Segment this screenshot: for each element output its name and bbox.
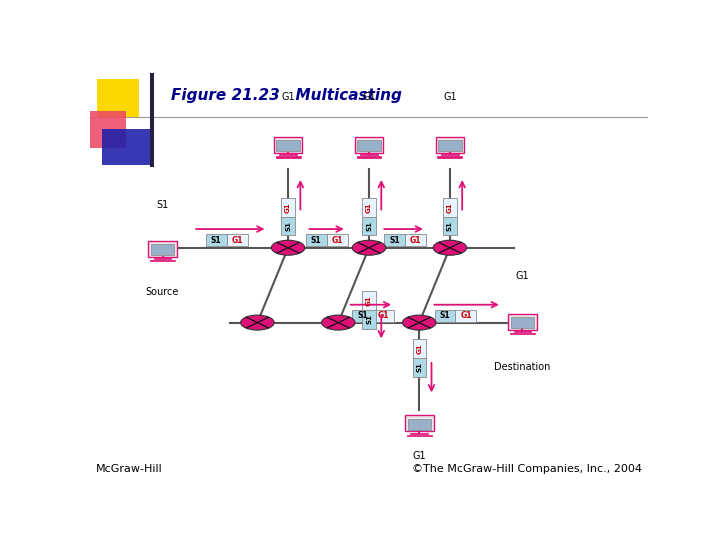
Text: ©The McGraw-Hill Companies, Inc., 2004: ©The McGraw-Hill Companies, Inc., 2004 xyxy=(413,464,642,474)
Text: S1: S1 xyxy=(447,221,453,231)
Bar xyxy=(227,234,248,246)
Ellipse shape xyxy=(322,315,355,330)
Text: G1: G1 xyxy=(285,202,291,213)
Ellipse shape xyxy=(402,315,436,330)
Bar xyxy=(408,418,431,430)
Text: G1: G1 xyxy=(366,202,372,213)
Bar xyxy=(405,415,433,431)
Ellipse shape xyxy=(271,240,305,255)
Text: S1: S1 xyxy=(357,312,368,320)
Bar xyxy=(407,435,432,436)
Bar xyxy=(355,137,383,153)
Bar xyxy=(435,310,456,322)
Bar xyxy=(441,154,459,156)
Bar xyxy=(373,310,394,322)
Bar xyxy=(510,333,535,334)
Text: G1: G1 xyxy=(231,236,243,245)
Text: G1: G1 xyxy=(377,312,389,320)
Bar xyxy=(96,79,138,117)
Text: Figure 21.23   Multicasting: Figure 21.23 Multicasting xyxy=(171,89,402,104)
Bar xyxy=(150,260,175,261)
Bar xyxy=(511,316,534,328)
Text: Destination: Destination xyxy=(494,362,551,372)
Text: S1: S1 xyxy=(440,312,450,320)
Bar xyxy=(274,137,302,153)
Ellipse shape xyxy=(240,315,274,330)
Bar xyxy=(444,217,456,235)
Text: G1: G1 xyxy=(282,92,295,102)
Bar xyxy=(306,234,327,246)
Text: G1: G1 xyxy=(416,343,422,354)
Bar xyxy=(282,217,294,235)
Bar xyxy=(327,234,348,246)
Bar xyxy=(151,244,174,255)
Bar xyxy=(279,154,297,156)
Text: G1: G1 xyxy=(362,92,376,102)
Bar xyxy=(352,310,373,322)
Bar xyxy=(438,156,462,158)
Text: G1: G1 xyxy=(410,236,421,245)
Text: G1: G1 xyxy=(447,202,453,213)
Text: G1: G1 xyxy=(331,236,343,245)
Bar xyxy=(413,358,426,377)
Text: G1: G1 xyxy=(413,451,426,462)
Bar xyxy=(456,310,477,322)
Bar xyxy=(362,198,376,217)
Text: S1: S1 xyxy=(211,236,222,245)
Bar xyxy=(508,314,536,329)
Bar xyxy=(206,234,227,246)
Bar xyxy=(282,198,294,217)
Bar xyxy=(150,73,154,167)
Ellipse shape xyxy=(433,240,467,255)
Bar xyxy=(357,140,381,151)
Bar xyxy=(362,310,376,329)
Bar xyxy=(90,111,126,148)
Bar xyxy=(362,217,376,235)
Text: S1: S1 xyxy=(366,314,372,325)
Text: Source: Source xyxy=(146,287,179,297)
Bar xyxy=(360,154,378,156)
Text: G1: G1 xyxy=(366,295,372,306)
Text: S1: S1 xyxy=(156,200,168,210)
Bar xyxy=(513,330,531,332)
Text: G1: G1 xyxy=(516,271,529,281)
Bar xyxy=(276,156,300,158)
Bar xyxy=(276,140,300,151)
Bar xyxy=(148,241,177,257)
Bar xyxy=(384,234,405,246)
Text: S1: S1 xyxy=(285,221,291,231)
Bar xyxy=(102,129,150,165)
Bar xyxy=(438,140,462,151)
Bar xyxy=(356,156,382,158)
Text: S1: S1 xyxy=(311,236,321,245)
Text: S1: S1 xyxy=(416,362,422,372)
Text: G1: G1 xyxy=(460,312,472,320)
Bar xyxy=(410,433,428,434)
Bar xyxy=(436,137,464,153)
Bar xyxy=(405,234,426,246)
Text: G1: G1 xyxy=(443,92,456,102)
Text: McGraw-Hill: McGraw-Hill xyxy=(96,464,162,474)
Bar xyxy=(413,339,426,358)
Bar xyxy=(153,258,171,259)
Bar xyxy=(362,292,376,310)
Text: S1: S1 xyxy=(390,236,400,245)
Text: S1: S1 xyxy=(366,221,372,231)
Ellipse shape xyxy=(352,240,386,255)
Bar xyxy=(444,198,456,217)
